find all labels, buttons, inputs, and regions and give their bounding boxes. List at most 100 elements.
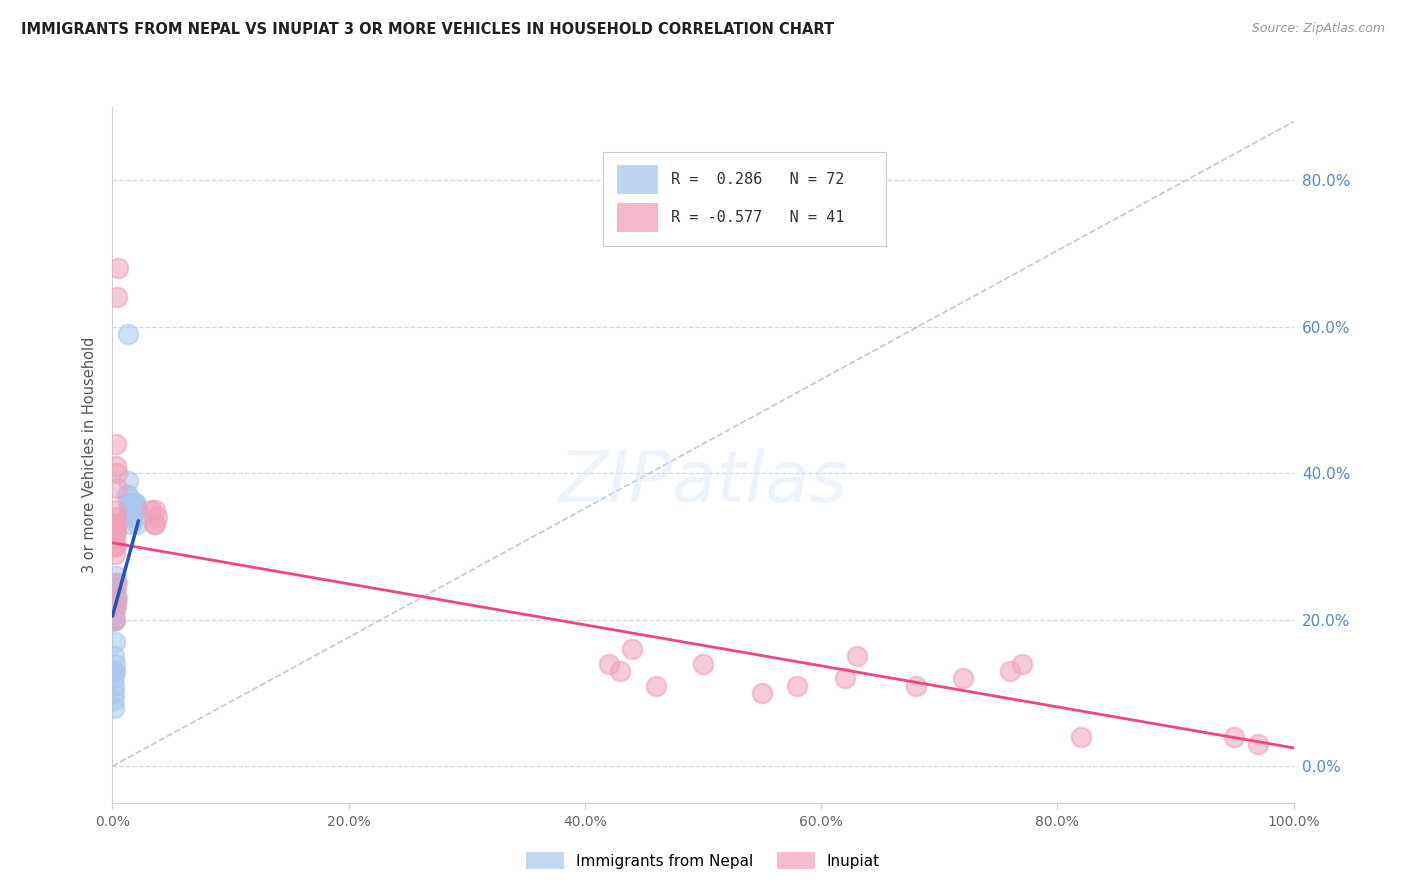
Point [115, 488, 138, 502]
Point [103, 613, 125, 627]
Point [120, 517, 142, 532]
Point [103, 679, 125, 693]
Point [103, 613, 125, 627]
Point [103, 591, 125, 605]
Point [103, 671, 125, 685]
Point [105, 467, 128, 481]
Point [104, 576, 127, 591]
Point [107, 261, 129, 276]
Point [104, 524, 127, 539]
Point [104, 576, 127, 591]
Point [120, 510, 142, 524]
Point [117, 503, 139, 517]
Point [786, 679, 808, 693]
Point [104, 591, 127, 605]
Legend: Immigrants from Nepal, Inupiat: Immigrants from Nepal, Inupiat [520, 847, 886, 875]
Point [751, 686, 773, 700]
Point [121, 503, 143, 517]
Point [104, 657, 127, 671]
Point [103, 693, 125, 707]
Point [104, 583, 127, 598]
Point [103, 606, 125, 620]
Point [127, 503, 149, 517]
Point [103, 598, 125, 612]
Point [117, 488, 139, 502]
Point [103, 598, 125, 612]
Text: R =  0.286   N = 72: R = 0.286 N = 72 [671, 172, 845, 187]
Point [598, 657, 620, 671]
Point [1223, 730, 1246, 744]
Point [103, 606, 125, 620]
Point [104, 591, 127, 605]
Point [103, 686, 125, 700]
Point [143, 503, 166, 517]
Point [904, 679, 927, 693]
Point [142, 517, 165, 532]
Point [120, 495, 142, 509]
Point [104, 583, 127, 598]
Point [621, 642, 644, 657]
Point [105, 510, 128, 524]
Text: ZIPatlas: ZIPatlas [558, 449, 848, 517]
Point [104, 634, 127, 648]
Point [124, 510, 146, 524]
Point [1070, 730, 1092, 744]
Point [104, 591, 127, 605]
Point [120, 503, 142, 517]
Point [105, 481, 128, 495]
Point [103, 598, 125, 612]
Point [105, 524, 128, 539]
Point [103, 700, 125, 714]
Point [104, 613, 127, 627]
Point [692, 657, 714, 671]
Point [117, 474, 139, 488]
Point [103, 591, 125, 605]
Point [105, 458, 128, 473]
Point [103, 598, 125, 612]
Point [103, 649, 125, 664]
Point [117, 495, 139, 509]
Point [105, 540, 128, 554]
Point [105, 576, 128, 591]
Point [104, 540, 127, 554]
Point [103, 613, 125, 627]
Point [609, 664, 631, 678]
Point [103, 613, 125, 627]
Point [103, 613, 125, 627]
Point [122, 495, 145, 509]
Text: Source: ZipAtlas.com: Source: ZipAtlas.com [1251, 22, 1385, 36]
Text: IMMIGRANTS FROM NEPAL VS INUPIAT 3 OR MORE VEHICLES IN HOUSEHOLD CORRELATION CHA: IMMIGRANTS FROM NEPAL VS INUPIAT 3 OR MO… [21, 22, 834, 37]
Point [117, 327, 139, 342]
Point [118, 503, 141, 517]
Point [105, 503, 128, 517]
Point [124, 495, 146, 509]
Point [103, 598, 125, 612]
Point [104, 547, 127, 561]
Point [103, 606, 125, 620]
Point [105, 568, 128, 582]
Point [121, 503, 143, 517]
Point [122, 503, 145, 517]
Y-axis label: 3 or more Vehicles in Household: 3 or more Vehicles in Household [82, 337, 97, 573]
Point [103, 606, 125, 620]
Point [104, 664, 127, 678]
Point [127, 517, 149, 532]
Point [104, 583, 127, 598]
Point [103, 598, 125, 612]
Text: R = -0.577   N = 41: R = -0.577 N = 41 [671, 211, 845, 225]
Point [143, 517, 166, 532]
Point [105, 517, 128, 532]
Point [124, 495, 146, 509]
Point [103, 598, 125, 612]
Point [105, 517, 128, 532]
Bar [617, 165, 658, 194]
Point [104, 591, 127, 605]
Point [1011, 657, 1033, 671]
Point [104, 583, 127, 598]
Point [120, 503, 142, 517]
Point [103, 606, 125, 620]
Point [105, 290, 128, 304]
Point [125, 503, 148, 517]
Point [103, 606, 125, 620]
Point [952, 671, 974, 685]
